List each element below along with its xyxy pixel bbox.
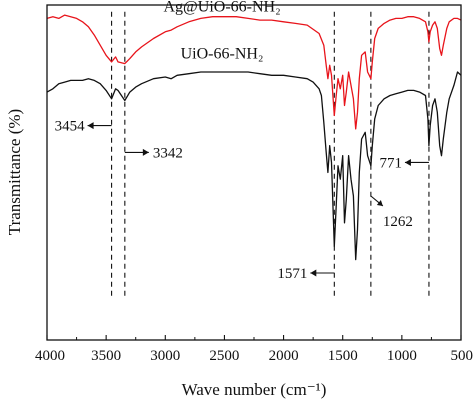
x-tick-label: 500 bbox=[451, 348, 474, 364]
peak-annotation-1571: 1571 bbox=[277, 266, 335, 282]
peak-arrow-head bbox=[310, 269, 317, 277]
peak-annotation-3342: 3342 bbox=[124, 145, 183, 161]
x-tick-label: 3500 bbox=[91, 348, 121, 364]
series-label-uio-66-nh2: UiO-66-NH₂ bbox=[181, 46, 264, 63]
x-tick-label: 2500 bbox=[209, 348, 239, 364]
plot-layer: Ag@UiO-66-NH₂ UiO-66-NH₂ 3454 3342 1571 1262 7… bbox=[46, 0, 462, 297]
x-tick-label: 2000 bbox=[269, 348, 299, 364]
x-tick-label: 1500 bbox=[328, 348, 358, 364]
peak-label: 3342 bbox=[153, 145, 183, 161]
peak-annotation-1262: 1262 bbox=[370, 195, 413, 230]
peak-label: 771 bbox=[379, 155, 402, 171]
series-line-uio-66-nh2 bbox=[46, 71, 462, 261]
series-label-ag-uio-66-nh2: Ag@UiO-66-NH₂ bbox=[163, 0, 280, 16]
peak-label: 1262 bbox=[383, 214, 413, 230]
peak-label: 3454 bbox=[55, 119, 86, 135]
peak-arrow-head bbox=[142, 148, 149, 156]
peak-annotation-771: 771 bbox=[379, 155, 429, 171]
series-line-ag-uio-66-nh2 bbox=[46, 14, 462, 130]
peak-label: 1571 bbox=[277, 266, 307, 282]
chart-labels: Wave number (cm⁻¹) Transmittance (%) bbox=[5, 109, 326, 399]
peak-arrow-head bbox=[87, 122, 94, 130]
peak-annotation-3454: 3454 bbox=[55, 119, 112, 135]
x-axis-title: Wave number (cm⁻¹) bbox=[182, 380, 327, 399]
peak-arrow-head bbox=[404, 158, 411, 166]
x-axis-ticks: 4000 3500 3000 2500 2000 1500 1000 500 bbox=[35, 335, 473, 364]
x-tick-label: 1000 bbox=[387, 348, 417, 364]
x-tick-label: 3000 bbox=[150, 348, 180, 364]
peak-arrow-head bbox=[376, 200, 383, 206]
x-tick-label: 4000 bbox=[35, 348, 65, 364]
y-axis-title: Transmittance (%) bbox=[5, 109, 24, 235]
